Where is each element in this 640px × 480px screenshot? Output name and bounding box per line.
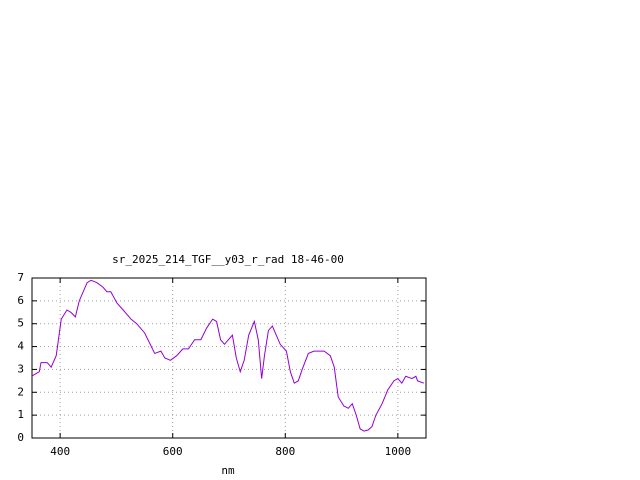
y-tick-label: 3: [17, 362, 24, 375]
plot-frame: [31, 277, 427, 439]
x-tick-label: 400: [50, 445, 70, 458]
x-tick-label: 1000: [385, 445, 412, 458]
y-tick-label: 7: [17, 271, 24, 284]
x-axis-label: nm: [221, 464, 235, 477]
y-tick-label: 2: [17, 385, 24, 398]
y-tick-label: 5: [17, 317, 24, 330]
y-tick-label: 4: [17, 340, 24, 353]
x-tick-label: 800: [275, 445, 295, 458]
chart-title: sr_2025_214_TGF__y03_r_rad 18-46-00: [112, 253, 344, 266]
y-tick-label: 0: [17, 431, 24, 444]
data-line: [31, 279, 424, 432]
y-tick-label: 6: [17, 294, 24, 307]
y-tick-label: 1: [17, 408, 24, 421]
x-tick-label: 600: [163, 445, 183, 458]
